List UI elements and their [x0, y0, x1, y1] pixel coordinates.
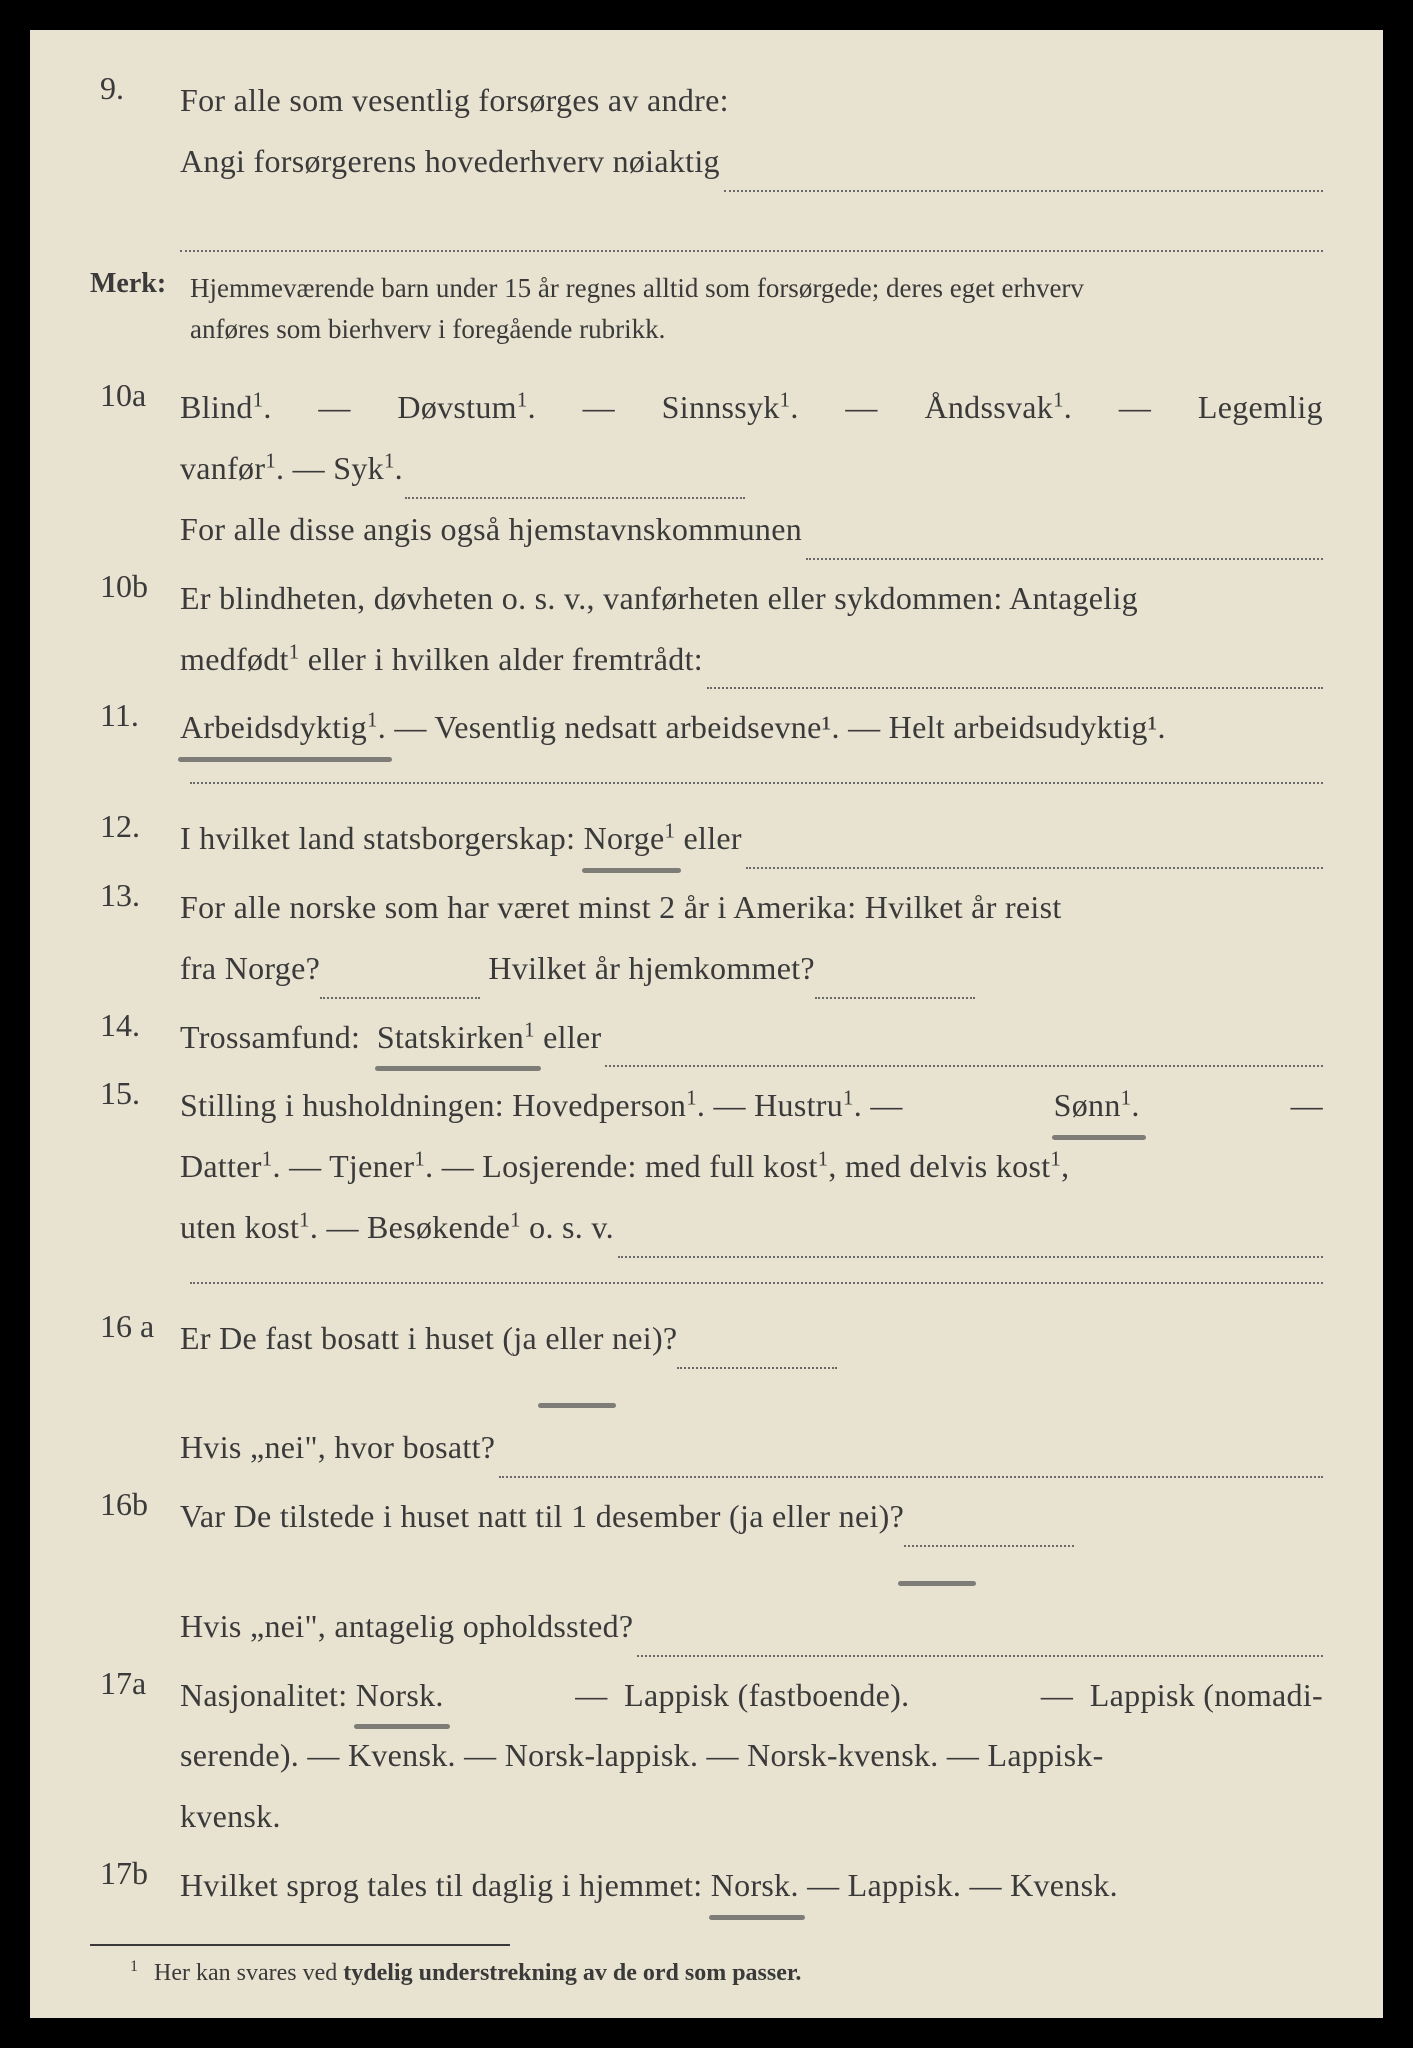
q9-number: 9.: [90, 70, 180, 107]
q16a-blank1: [677, 1308, 837, 1369]
q12-content: I hvilket land statsborgerskap: Norge1 e…: [180, 808, 1323, 869]
q16a-content: Er De fast bosatt i huset (ja eller nei)…: [180, 1308, 1323, 1478]
q10a-opts2: vanfør1. — Syk1.: [180, 438, 1323, 499]
q17b-underlined: Norsk.: [711, 1855, 799, 1916]
q13-line1: For alle norske som har været minst 2 år…: [180, 877, 1323, 938]
q16b-content: Var De tilstede i huset natt til 1 desem…: [180, 1486, 1323, 1656]
q9-content: For alle som vesentlig forsørges av andr…: [180, 70, 1323, 252]
q10a-line3: For alle disse angis også hjemstavnskomm…: [180, 499, 1323, 560]
q16b-line1: Var De tilstede i huset natt til 1 desem…: [180, 1486, 1323, 1547]
q14-content: Trossamfund: Statskirken1 eller: [180, 1007, 1323, 1068]
merk-text: Hjemmeværende barn under 15 år regnes al…: [190, 268, 1323, 349]
q13-line2: fra Norge? Hvilket år hjemkommet?: [180, 938, 1323, 999]
q13-blank2: [815, 938, 975, 999]
separator-2: [190, 1282, 1323, 1284]
question-17b: 17b Hvilket sprog tales til daglig i hje…: [90, 1855, 1323, 1916]
q9-blank: [724, 131, 1323, 192]
q10a-content: Blind1.— Døvstum1.— Sinnssyk1.— Åndssvak…: [180, 377, 1323, 559]
footnote: 1 Her kan svares ved tydelig understrekn…: [90, 1958, 1323, 1987]
q17a-line2: serende). — Kvensk. — Norsk-lappisk. — N…: [180, 1725, 1323, 1786]
q10b-number: 10b: [90, 568, 180, 605]
q13-content: For alle norske som har været minst 2 år…: [180, 877, 1323, 999]
question-16b: 16b Var De tilstede i huset natt til 1 d…: [90, 1486, 1323, 1656]
q16a-line1: Er De fast bosatt i huset (ja eller nei)…: [180, 1308, 1323, 1369]
q14-underlined: Statskirken1: [377, 1007, 535, 1068]
merk-note: Merk: Hjemmeværende barn under 15 år reg…: [90, 268, 1323, 349]
q16a-blank2: [499, 1417, 1323, 1478]
question-16a: 16 a Er De fast bosatt i huset (ja eller…: [90, 1308, 1323, 1478]
question-17a: 17a Nasjonalitet: Norsk. — Lappisk (fast…: [90, 1665, 1323, 1847]
q9-blank-line: [180, 192, 1323, 253]
merk-label: Merk:: [90, 268, 190, 300]
q10b-blank: [707, 629, 1323, 690]
q11-content: Arbeidsdyktig1. — Vesentlig nedsatt arbe…: [180, 697, 1323, 758]
question-11: 11. Arbeidsdyktig1. — Vesentlig nedsatt …: [90, 697, 1323, 758]
q17a-line3: kvensk.: [180, 1786, 1323, 1847]
q14-blank: [605, 1007, 1323, 1068]
q13-blank1: [320, 938, 480, 999]
q17a-number: 17a: [90, 1665, 180, 1702]
footnote-text-plain: Her kan svares ved: [154, 1960, 343, 1986]
separator-1: [190, 782, 1323, 784]
q16b-blank2: [637, 1596, 1323, 1657]
q15-underlined: Sønn1.: [1054, 1075, 1140, 1136]
q10b-content: Er blindheten, døvheten o. s. v., vanfør…: [180, 568, 1323, 690]
q10b-line2: medfødt1 eller i hvilken alder fremtrådt…: [180, 629, 1323, 690]
q9-line1: For alle som vesentlig forsørges av andr…: [180, 70, 1323, 131]
document-page: 9. For alle som vesentlig forsørges av a…: [30, 30, 1383, 2018]
q17a-content: Nasjonalitet: Norsk. — Lappisk (fastboen…: [180, 1665, 1323, 1847]
q15-line2: Datter1. — Tjener1. — Losjerende: med fu…: [180, 1136, 1323, 1197]
q16a-number: 16 a: [90, 1308, 180, 1345]
q14-number: 14.: [90, 1007, 180, 1044]
footnote-marker: 1: [130, 1958, 138, 1975]
q17b-number: 17b: [90, 1855, 180, 1892]
question-9: 9. For alle som vesentlig forsørges av a…: [90, 70, 1323, 252]
q16a-ink-mark: [540, 1400, 610, 1404]
q16b-number: 16b: [90, 1486, 180, 1523]
q10b-line1: Er blindheten, døvheten o. s. v., vanfør…: [180, 568, 1323, 629]
q16b-blank1: [904, 1486, 1074, 1547]
question-10b: 10b Er blindheten, døvheten o. s. v., va…: [90, 568, 1323, 690]
q17a-line1: Nasjonalitet: Norsk. — Lappisk (fastboen…: [180, 1665, 1323, 1726]
footnote-rule: [90, 1944, 510, 1946]
q13-number: 13.: [90, 877, 180, 914]
question-10a: 10a Blind1.— Døvstum1.— Sinnssyk1.— Ånds…: [90, 377, 1323, 559]
q17a-underlined: Norsk.: [356, 1665, 444, 1726]
q11-rest: — Vesentlig nedsatt arbeidsevne¹. — Helt…: [386, 709, 1166, 745]
q10a-number: 10a: [90, 377, 180, 414]
q11-number: 11.: [90, 697, 180, 734]
q11-opt-underlined: Arbeidsdyktig1.: [180, 697, 386, 758]
q16b-ink-mark: [900, 1578, 970, 1582]
q12-underlined: Norge1: [584, 808, 676, 869]
q10a-blank1: [405, 438, 745, 499]
q12-number: 12.: [90, 808, 180, 845]
q15-line1: Stilling i husholdningen: Hovedperson1. …: [180, 1075, 1323, 1136]
q10a-blank2: [806, 499, 1323, 560]
q15-content: Stilling i husholdningen: Hovedperson1. …: [180, 1075, 1323, 1257]
q16b-line2: Hvis „nei", antagelig opholdssted?: [180, 1596, 1323, 1657]
q17b-content: Hvilket sprog tales til daglig i hjemmet…: [180, 1855, 1323, 1916]
footnote-text-bold: tydelig understrekning av de ord som pas…: [343, 1960, 801, 1986]
question-15: 15. Stilling i husholdningen: Hovedperso…: [90, 1075, 1323, 1257]
q12-blank: [746, 808, 1323, 869]
q16a-line2: Hvis „nei", hvor bosatt?: [180, 1417, 1323, 1478]
q15-blank: [618, 1197, 1323, 1258]
question-13: 13. For alle norske som har været minst …: [90, 877, 1323, 999]
q15-line3: uten kost1. — Besøkende1 o. s. v.: [180, 1197, 1323, 1258]
q9-line2: Angi forsørgerens hovederhverv nøiaktig: [180, 131, 1323, 192]
q10a-opts1: Blind1.— Døvstum1.— Sinnssyk1.— Åndssvak…: [180, 377, 1323, 438]
q15-number: 15.: [90, 1075, 180, 1112]
question-14: 14. Trossamfund: Statskirken1 eller: [90, 1007, 1323, 1068]
question-12: 12. I hvilket land statsborgerskap: Norg…: [90, 808, 1323, 869]
